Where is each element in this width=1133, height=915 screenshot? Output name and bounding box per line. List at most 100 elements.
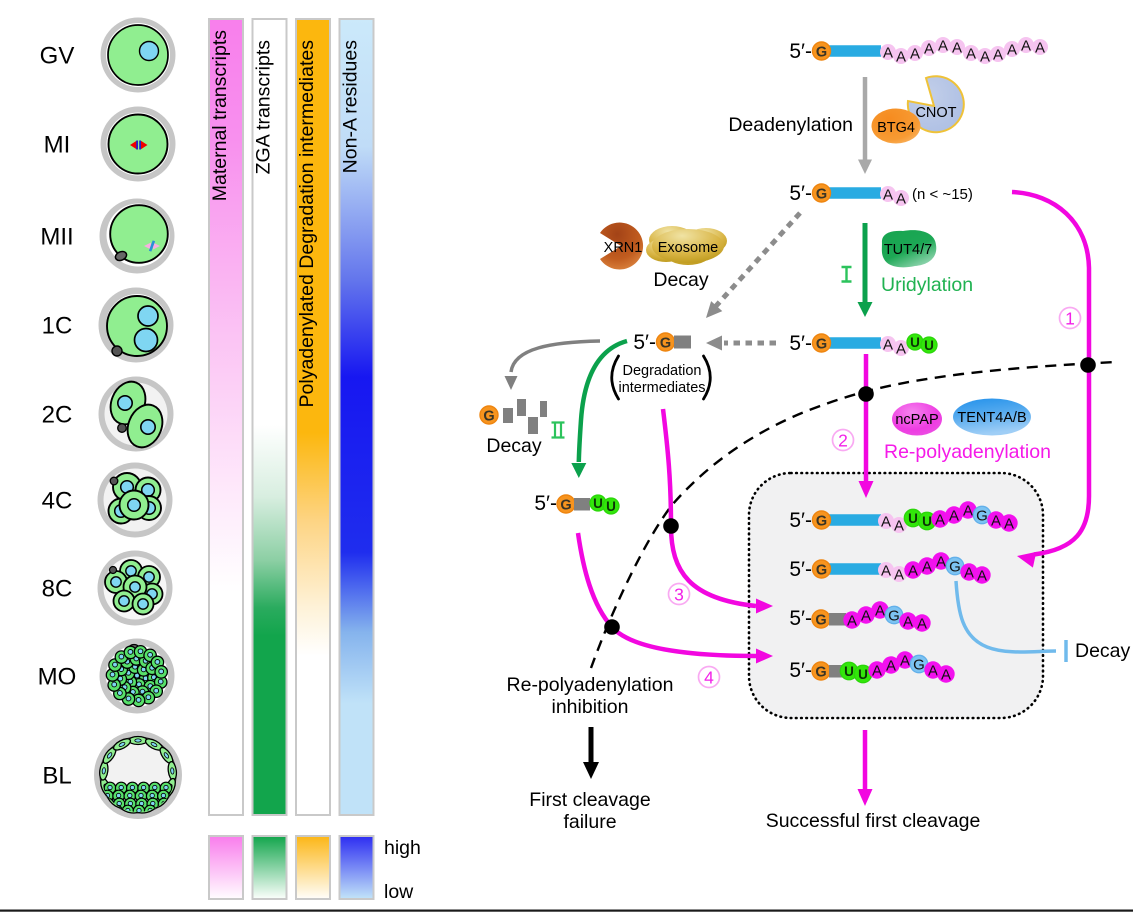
svg-text:G: G [816, 45, 827, 61]
svg-text:Exosome: Exosome [658, 240, 718, 256]
svg-text:U: U [924, 338, 934, 353]
svg-text:U: U [922, 514, 932, 529]
svg-text:G: G [816, 187, 827, 203]
svg-text:XRN1: XRN1 [604, 240, 643, 256]
svg-text:U: U [593, 496, 603, 511]
svg-text:A: A [938, 37, 948, 54]
svg-text:A: A [896, 340, 906, 357]
svg-text:A: A [896, 190, 906, 207]
svg-text:inhibition: inhibition [552, 696, 629, 718]
svg-text:5′-: 5′- [789, 332, 812, 355]
svg-text:Maternal transcripts: Maternal transcripts [209, 30, 231, 201]
svg-text:A: A [952, 39, 962, 56]
svg-text:A: A [936, 553, 946, 570]
svg-text:G: G [483, 409, 494, 425]
svg-text:A: A [924, 40, 934, 57]
svg-text:U: U [858, 667, 868, 682]
svg-text:5′-: 5′- [633, 331, 656, 354]
svg-text:ncPAP: ncPAP [895, 412, 938, 428]
svg-text:BTG4: BTG4 [877, 120, 915, 136]
svg-text:G: G [816, 563, 827, 579]
svg-text:5′-: 5′- [789, 509, 812, 532]
svg-text:MII: MII [40, 224, 73, 251]
svg-text:A: A [847, 612, 857, 629]
svg-text:A: A [875, 602, 885, 619]
svg-text:U: U [844, 664, 854, 679]
svg-text:A: A [941, 666, 951, 683]
svg-text:(n < ~15): (n < ~15) [912, 186, 973, 203]
svg-text:Deadenylation: Deadenylation [728, 114, 853, 136]
svg-text:GV: GV [40, 43, 75, 70]
svg-text:TENT4A/B: TENT4A/B [957, 410, 1026, 426]
svg-text:U: U [908, 511, 918, 526]
svg-text:G: G [888, 607, 900, 624]
svg-text:A: A [922, 558, 932, 575]
svg-text:A: A [1004, 515, 1014, 532]
svg-text:A: A [935, 511, 945, 528]
svg-text:G: G [913, 656, 925, 673]
svg-text:MI: MI [44, 132, 71, 159]
svg-text:A: A [1021, 37, 1031, 54]
svg-text:Decay: Decay [486, 435, 542, 457]
svg-text:Decay: Decay [1075, 640, 1131, 662]
svg-text:G: G [815, 613, 826, 629]
svg-text:A: A [896, 48, 906, 65]
svg-text:A: A [894, 517, 904, 534]
svg-text:Polyadenylated Degradation int: Polyadenylated Degradation intermediates [296, 40, 318, 408]
svg-text:G: G [815, 665, 826, 681]
svg-text:Uridylation: Uridylation [881, 274, 973, 296]
svg-text:5′-: 5′- [789, 40, 812, 63]
svg-text:Decay: Decay [653, 269, 709, 291]
svg-text:high: high [384, 837, 421, 859]
svg-text:Re-polyadenylation: Re-polyadenylation [884, 441, 1051, 463]
svg-text:First cleavage: First cleavage [529, 789, 650, 811]
svg-text:Non-A residues: Non-A residues [340, 40, 362, 174]
svg-text:A: A [881, 562, 891, 579]
svg-text:ZGA transcripts: ZGA transcripts [253, 40, 275, 175]
svg-text:A: A [894, 566, 904, 583]
svg-text:A: A [949, 507, 959, 524]
svg-text:A: A [881, 513, 891, 530]
svg-text:TUT4/7: TUT4/7 [884, 242, 932, 258]
svg-text:G: G [816, 337, 827, 353]
svg-text:A: A [900, 652, 910, 669]
svg-text:MO: MO [38, 664, 77, 691]
svg-text:Degradation: Degradation [623, 363, 702, 379]
svg-text:G: G [660, 336, 671, 352]
svg-text:A: A [903, 613, 913, 630]
svg-text:A: A [980, 48, 990, 65]
svg-text:Re-polyadenylation: Re-polyadenylation [507, 674, 674, 696]
svg-text:BL: BL [42, 763, 71, 790]
svg-text:U: U [606, 499, 616, 514]
svg-text:failure: failure [563, 811, 616, 833]
svg-text:A: A [993, 46, 1003, 63]
svg-text:5′-: 5′- [789, 558, 812, 581]
svg-text:A: A [1007, 41, 1017, 58]
svg-text:CNOT: CNOT [915, 105, 956, 121]
svg-text:5′-: 5′- [789, 607, 812, 630]
svg-text:1C: 1C [42, 313, 73, 340]
svg-text:G: G [560, 498, 571, 514]
svg-text:A: A [908, 562, 918, 579]
svg-text:A: A [966, 45, 976, 62]
svg-text:A: A [963, 502, 973, 519]
svg-text:2: 2 [838, 431, 848, 451]
svg-text:8C: 8C [42, 576, 73, 603]
svg-text:A: A [977, 567, 987, 584]
svg-text:A: A [861, 607, 871, 624]
svg-text:3: 3 [674, 585, 684, 605]
svg-text:A: A [910, 45, 920, 62]
svg-text:5′-: 5′- [789, 182, 812, 205]
svg-text:5′-: 5′- [534, 492, 557, 515]
svg-text:A: A [883, 44, 893, 61]
svg-text:G: G [976, 507, 988, 524]
svg-text:U: U [910, 335, 920, 350]
svg-text:5′-: 5′- [789, 659, 812, 682]
svg-text:4: 4 [704, 668, 714, 688]
svg-text:2C: 2C [42, 402, 73, 429]
svg-text:G: G [949, 558, 961, 575]
svg-text:A: A [991, 512, 1001, 529]
svg-text:A: A [1035, 39, 1045, 56]
svg-text:Successful first cleavage: Successful first cleavage [766, 810, 981, 832]
svg-text:1: 1 [1065, 309, 1075, 329]
